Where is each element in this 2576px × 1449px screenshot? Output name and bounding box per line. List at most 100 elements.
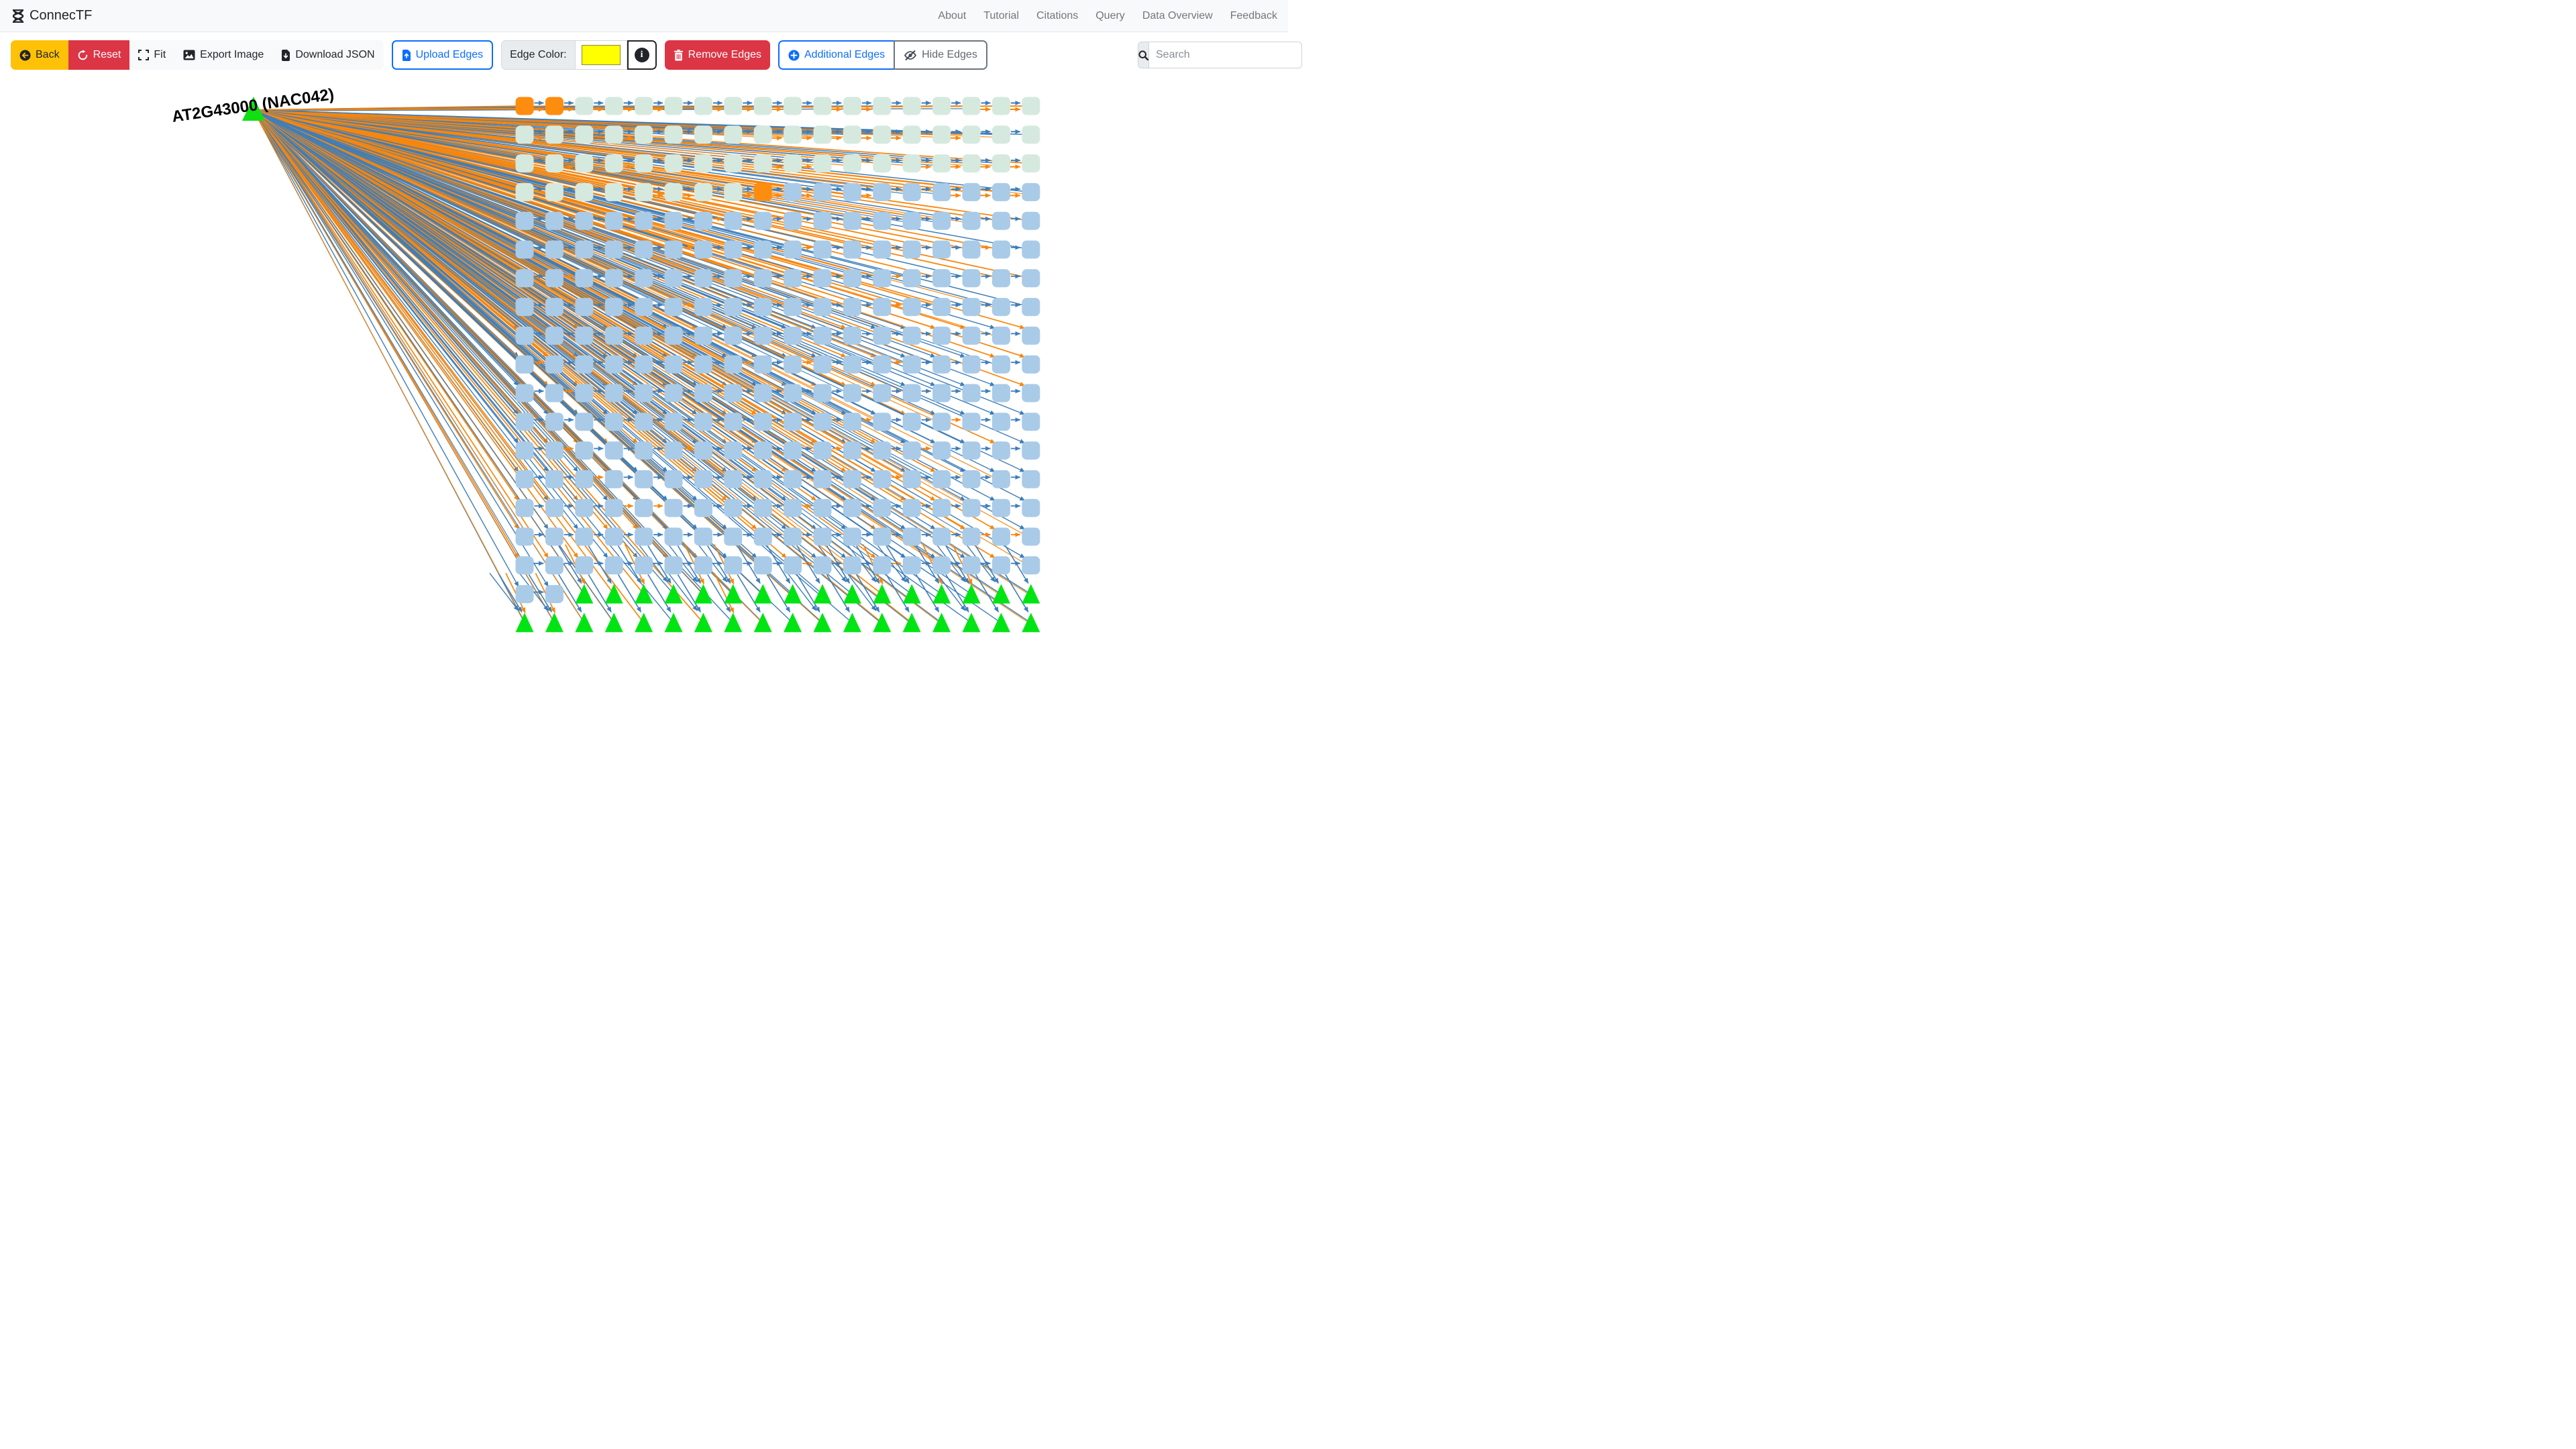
target-gene-node[interactable]: [635, 355, 653, 374]
target-gene-node[interactable]: [515, 413, 534, 431]
target-gene-node[interactable]: [753, 182, 772, 201]
target-gene-node[interactable]: [664, 556, 683, 575]
target-gene-node[interactable]: [873, 413, 892, 431]
target-gene-node[interactable]: [753, 470, 772, 488]
target-gene-node[interactable]: [724, 211, 743, 230]
target-gene-node[interactable]: [753, 413, 772, 431]
target-gene-node[interactable]: [813, 326, 832, 345]
target-gene-node[interactable]: [962, 413, 981, 431]
target-gene-node[interactable]: [545, 498, 564, 517]
target-gene-triangle-node[interactable]: [575, 612, 594, 633]
target-gene-node[interactable]: [575, 527, 594, 546]
edge-color-info-button[interactable]: i: [627, 40, 657, 70]
target-gene-node[interactable]: [784, 298, 802, 317]
target-gene-node[interactable]: [902, 556, 921, 575]
target-gene-node[interactable]: [1022, 97, 1040, 115]
target-gene-node[interactable]: [694, 154, 712, 173]
target-gene-node[interactable]: [932, 413, 951, 431]
target-gene-node[interactable]: [694, 384, 712, 402]
target-gene-node[interactable]: [664, 211, 683, 230]
target-gene-node[interactable]: [545, 97, 564, 115]
target-gene-node[interactable]: [545, 556, 564, 575]
target-gene-node[interactable]: [635, 326, 653, 345]
target-gene-node[interactable]: [635, 125, 653, 144]
target-gene-node[interactable]: [575, 498, 594, 517]
target-gene-node[interactable]: [843, 413, 861, 431]
target-gene-node[interactable]: [873, 498, 892, 517]
target-gene-node[interactable]: [813, 97, 832, 115]
target-gene-node[interactable]: [1022, 182, 1040, 201]
target-gene-node[interactable]: [575, 298, 594, 317]
target-gene-triangle-node[interactable]: [575, 584, 594, 604]
target-gene-node[interactable]: [753, 211, 772, 230]
target-gene-node[interactable]: [932, 498, 951, 517]
target-gene-node[interactable]: [813, 384, 832, 402]
target-gene-triangle-node[interactable]: [784, 612, 802, 633]
target-gene-node[interactable]: [515, 441, 534, 460]
target-gene-node[interactable]: [545, 211, 564, 230]
target-gene-node[interactable]: [932, 470, 951, 488]
target-gene-node[interactable]: [753, 498, 772, 517]
target-gene-node[interactable]: [962, 470, 981, 488]
target-gene-node[interactable]: [545, 384, 564, 402]
target-gene-node[interactable]: [962, 154, 981, 173]
target-gene-node[interactable]: [962, 556, 981, 575]
remove-edges-button[interactable]: Remove Edges: [664, 40, 770, 70]
target-gene-node[interactable]: [515, 154, 534, 173]
target-gene-node[interactable]: [515, 498, 534, 517]
target-gene-node[interactable]: [991, 527, 1010, 546]
source-tf-node[interactable]: [242, 97, 265, 121]
target-gene-node[interactable]: [635, 556, 653, 575]
target-gene-node[interactable]: [515, 527, 534, 546]
target-gene-triangle-node[interactable]: [962, 584, 981, 604]
target-gene-node[interactable]: [753, 384, 772, 402]
target-gene-node[interactable]: [604, 211, 623, 230]
target-gene-node[interactable]: [635, 211, 653, 230]
target-gene-node[interactable]: [575, 470, 594, 488]
target-gene-node[interactable]: [724, 355, 743, 374]
target-gene-triangle-node[interactable]: [784, 584, 802, 604]
target-gene-node[interactable]: [843, 182, 861, 201]
target-gene-node[interactable]: [694, 125, 712, 144]
target-gene-node[interactable]: [1022, 326, 1040, 345]
target-gene-node[interactable]: [545, 527, 564, 546]
target-gene-node[interactable]: [1022, 298, 1040, 317]
target-gene-node[interactable]: [753, 355, 772, 374]
target-gene-node[interactable]: [515, 355, 534, 374]
target-gene-node[interactable]: [664, 240, 683, 259]
target-gene-node[interactable]: [694, 269, 712, 288]
target-gene-node[interactable]: [575, 413, 594, 431]
target-gene-node[interactable]: [575, 556, 594, 575]
target-gene-node[interactable]: [902, 154, 921, 173]
target-gene-node[interactable]: [932, 97, 951, 115]
target-gene-node[interactable]: [635, 441, 653, 460]
target-gene-node[interactable]: [515, 211, 534, 230]
fit-button[interactable]: Fit: [129, 40, 175, 70]
target-gene-node[interactable]: [545, 441, 564, 460]
nav-link-data-overview[interactable]: Data Overview: [1142, 9, 1213, 21]
target-gene-triangle-node[interactable]: [873, 612, 892, 633]
target-gene-node[interactable]: [635, 527, 653, 546]
target-gene-node[interactable]: [873, 240, 892, 259]
target-gene-node[interactable]: [991, 355, 1010, 374]
target-gene-node[interactable]: [515, 182, 534, 201]
target-gene-triangle-node[interactable]: [604, 612, 623, 633]
target-gene-node[interactable]: [694, 355, 712, 374]
target-gene-node[interactable]: [545, 269, 564, 288]
target-gene-node[interactable]: [784, 355, 802, 374]
nav-link-citations[interactable]: Citations: [1036, 9, 1079, 21]
target-gene-node[interactable]: [575, 97, 594, 115]
target-gene-node[interactable]: [843, 441, 861, 460]
target-gene-node[interactable]: [1022, 269, 1040, 288]
target-gene-triangle-node[interactable]: [604, 584, 623, 604]
target-gene-node[interactable]: [843, 125, 861, 144]
target-gene-node[interactable]: [694, 182, 712, 201]
target-gene-node[interactable]: [784, 326, 802, 345]
target-gene-node[interactable]: [962, 498, 981, 517]
target-gene-node[interactable]: [604, 269, 623, 288]
target-gene-node[interactable]: [604, 527, 623, 546]
target-gene-node[interactable]: [843, 211, 861, 230]
target-gene-node[interactable]: [724, 441, 743, 460]
target-gene-node[interactable]: [991, 556, 1010, 575]
target-gene-node[interactable]: [991, 240, 1010, 259]
